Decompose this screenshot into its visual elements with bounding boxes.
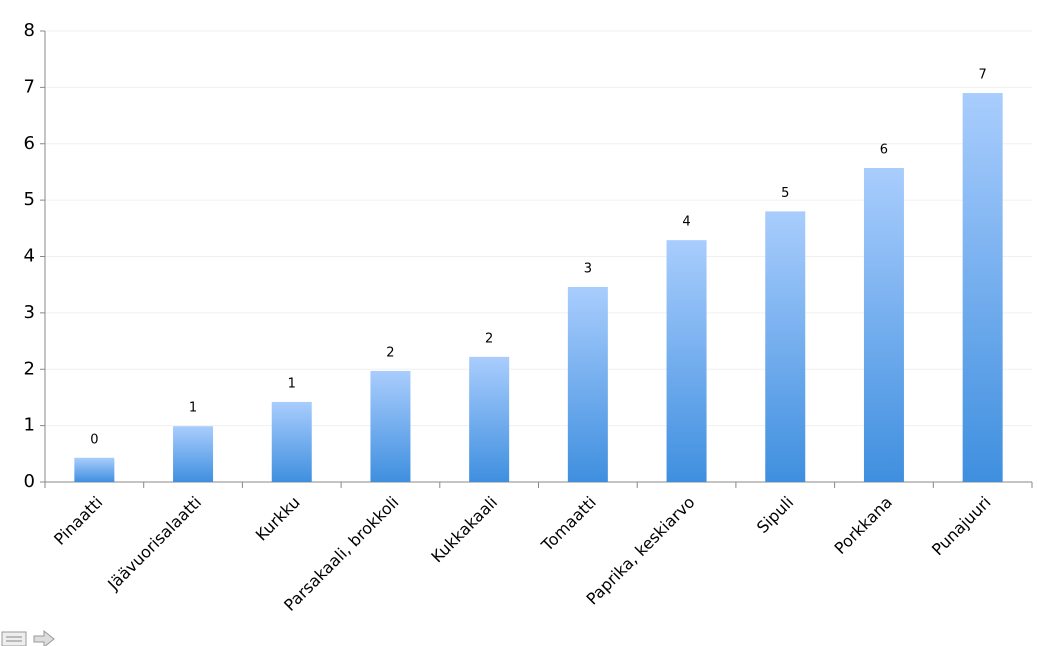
x-tick-label: Sipuli bbox=[753, 493, 797, 537]
menu-icon[interactable] bbox=[1, 631, 27, 646]
x-tick-label: Tomaatti bbox=[537, 493, 600, 556]
y-tick-label: 0 bbox=[24, 471, 35, 492]
bar bbox=[765, 211, 806, 482]
bar bbox=[173, 426, 214, 482]
bar bbox=[370, 370, 411, 482]
y-tick-label: 7 bbox=[24, 76, 35, 97]
y-tick-label: 1 bbox=[24, 415, 35, 436]
y-tick-label: 6 bbox=[24, 133, 35, 154]
x-tick-label: Punajuuri bbox=[928, 493, 995, 560]
x-tick-label: Porkkana bbox=[831, 493, 896, 558]
bar bbox=[567, 286, 608, 482]
y-tick-label: 8 bbox=[24, 20, 35, 41]
bar bbox=[863, 167, 904, 482]
value-label: 2 bbox=[386, 345, 394, 360]
value-label: 2 bbox=[485, 331, 493, 346]
x-tick-label: Pinaatti bbox=[50, 493, 106, 549]
x-tick-label: Kukkakaali bbox=[427, 493, 501, 567]
value-label: 5 bbox=[781, 186, 789, 201]
value-label: 4 bbox=[682, 215, 690, 230]
value-label: 0 bbox=[90, 432, 98, 447]
value-label: 1 bbox=[189, 401, 197, 416]
value-label: 7 bbox=[979, 68, 987, 83]
x-tick-label: Kurkku bbox=[252, 493, 304, 545]
bar bbox=[962, 93, 1003, 482]
value-label: 1 bbox=[288, 376, 296, 391]
y-tick-label: 4 bbox=[24, 246, 35, 267]
nav-icons[interactable] bbox=[1, 629, 55, 646]
value-label: 3 bbox=[584, 261, 592, 276]
next-icon[interactable] bbox=[33, 629, 55, 646]
y-tick-label: 2 bbox=[24, 358, 35, 379]
value-label: 6 bbox=[880, 142, 888, 157]
bar bbox=[271, 401, 312, 482]
x-tick-label: Paprika, keskiarvo bbox=[583, 493, 699, 609]
y-tick-label: 3 bbox=[24, 302, 35, 323]
y-tick-label: 5 bbox=[24, 189, 35, 210]
x-tick-label: Jäävuorisalaatti bbox=[103, 493, 205, 595]
bar bbox=[74, 457, 115, 482]
bar bbox=[469, 356, 510, 482]
bar bbox=[666, 240, 707, 482]
